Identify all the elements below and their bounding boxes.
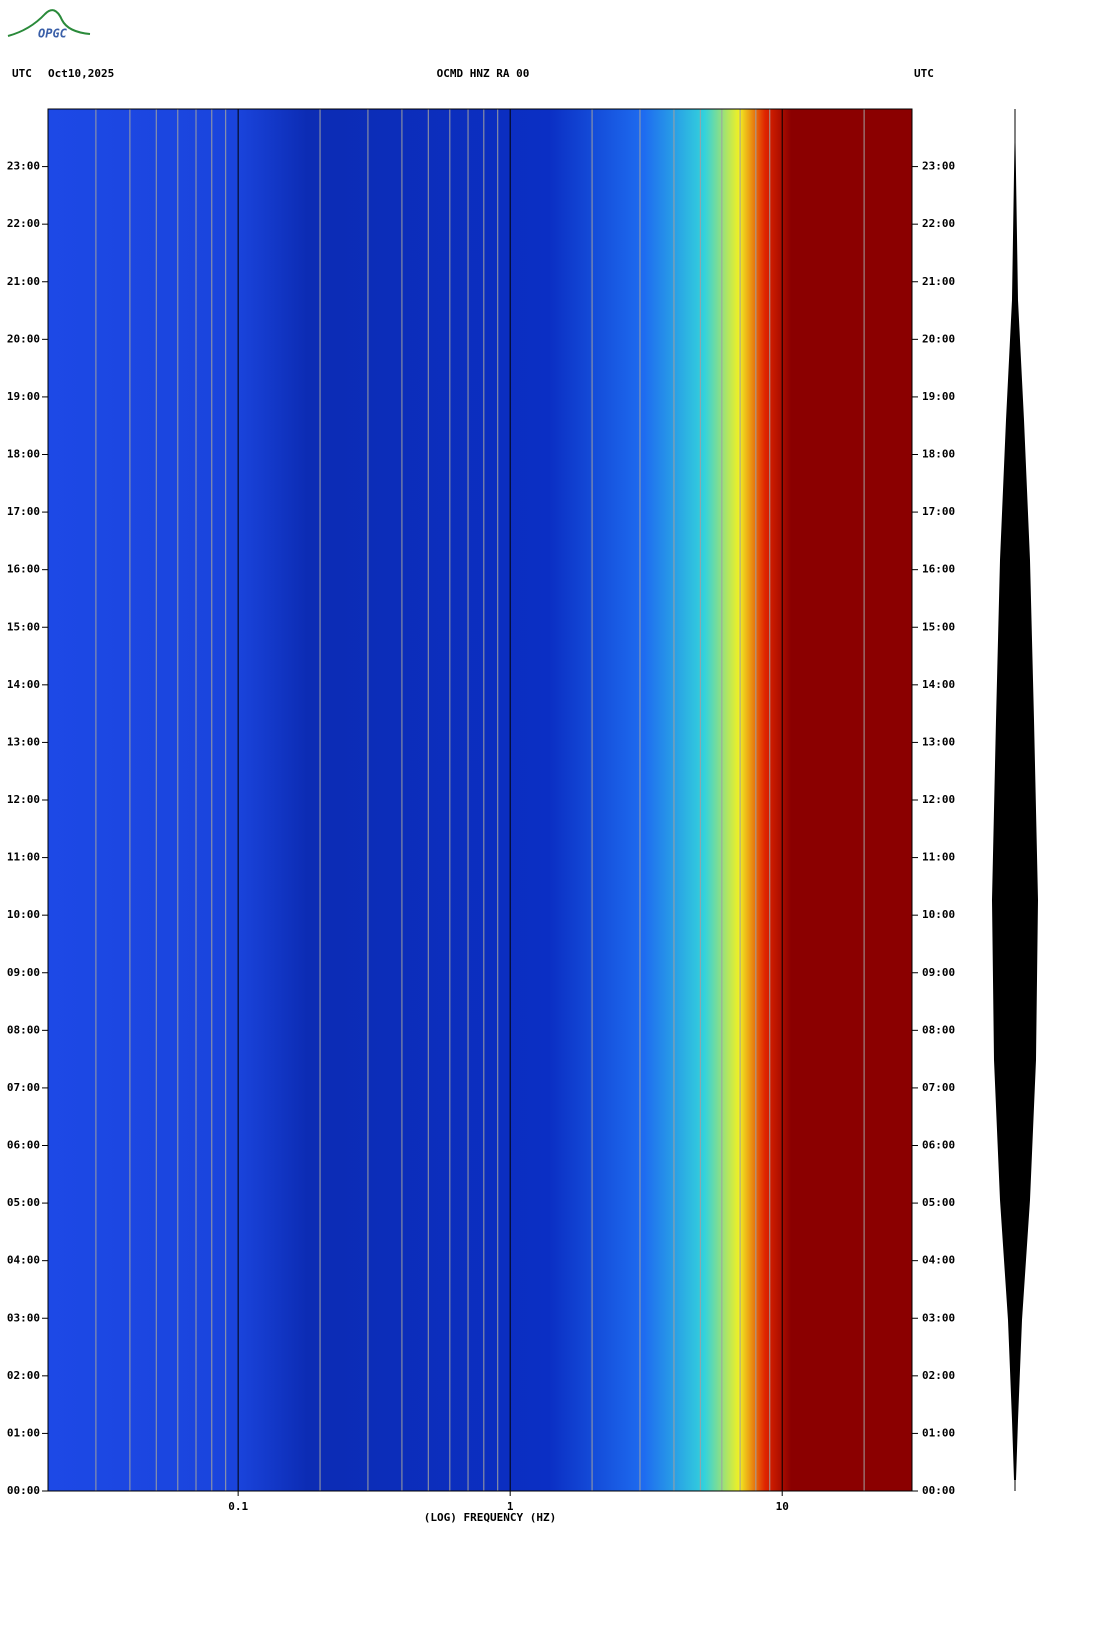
- y-tick-label-right: 18:00: [922, 448, 955, 461]
- y-tick-label-right: 15:00: [922, 620, 955, 633]
- y-tick-label: 14:00: [7, 678, 40, 691]
- y-tick-label-right: 12:00: [922, 793, 955, 806]
- y-tick-label: 05:00: [7, 1196, 40, 1209]
- y-tick-label-right: 05:00: [922, 1196, 955, 1209]
- y-tick-label: 06:00: [7, 1139, 40, 1152]
- y-tick-label-right: 06:00: [922, 1139, 955, 1152]
- y-tick-label-right: 22:00: [922, 217, 955, 230]
- y-tick-label-right: 10:00: [922, 908, 955, 921]
- y-tick-label: 03:00: [7, 1311, 40, 1324]
- spectrogram: [48, 109, 912, 1491]
- y-tick-label: 08:00: [7, 1023, 40, 1036]
- y-tick-label: 12:00: [7, 793, 40, 806]
- y-tick-label-right: 01:00: [922, 1426, 955, 1439]
- y-tick-label: 09:00: [7, 966, 40, 979]
- y-tick-label: 18:00: [7, 448, 40, 461]
- y-tick-label-right: 08:00: [922, 1023, 955, 1036]
- y-tick-label-right: 09:00: [922, 966, 955, 979]
- y-tick-label-right: 16:00: [922, 563, 955, 576]
- x-axis-label: (LOG) FREQUENCY (HZ): [424, 1511, 556, 1524]
- y-tick-label: 15:00: [7, 620, 40, 633]
- y-tick-label-right: 00:00: [922, 1484, 955, 1497]
- y-tick-label: 22:00: [7, 217, 40, 230]
- x-tick-label: 10: [776, 1500, 789, 1513]
- y-tick-label: 04:00: [7, 1254, 40, 1267]
- y-tick-label-right: 14:00: [922, 678, 955, 691]
- tz-left: UTC: [12, 67, 32, 80]
- y-tick-label-right: 17:00: [922, 505, 955, 518]
- y-tick-label-right: 11:00: [922, 851, 955, 864]
- y-tick-label: 07:00: [7, 1081, 40, 1094]
- y-tick-label: 01:00: [7, 1426, 40, 1439]
- logo-arc: [7, 9, 91, 37]
- x-tick-label: 1: [507, 1500, 514, 1513]
- tz-right: UTC: [914, 67, 934, 80]
- y-tick-label-right: 23:00: [922, 160, 955, 173]
- y-tick-label: 17:00: [7, 505, 40, 518]
- y-tick-label: 10:00: [7, 908, 40, 921]
- plot-frame: [47, 108, 913, 1492]
- y-tick-label-right: 03:00: [922, 1311, 955, 1324]
- y-tick-label: 13:00: [7, 735, 40, 748]
- station: OCMD HNZ RA 00: [437, 67, 530, 80]
- y-tick-label-right: 19:00: [922, 390, 955, 403]
- y-tick-label: 16:00: [7, 563, 40, 576]
- y-tick-label-right: 20:00: [922, 332, 955, 345]
- y-tick-label: 02:00: [7, 1369, 40, 1382]
- date: Oct10,2025: [48, 67, 114, 80]
- y-tick-label: 21:00: [7, 275, 40, 288]
- y-tick-label-right: 07:00: [922, 1081, 955, 1094]
- y-tick-label: 19:00: [7, 390, 40, 403]
- y-tick-label: 00:00: [7, 1484, 40, 1497]
- y-tick-label-right: 04:00: [922, 1254, 955, 1267]
- y-tick-label-right: 02:00: [922, 1369, 955, 1382]
- y-tick-label-right: 21:00: [922, 275, 955, 288]
- y-tick-label-right: 13:00: [922, 735, 955, 748]
- x-tick-label: 0.1: [228, 1500, 248, 1513]
- y-tick-label: 20:00: [7, 332, 40, 345]
- y-tick-label: 11:00: [7, 851, 40, 864]
- y-tick-label: 23:00: [7, 160, 40, 173]
- logo: OPGC: [38, 27, 68, 41]
